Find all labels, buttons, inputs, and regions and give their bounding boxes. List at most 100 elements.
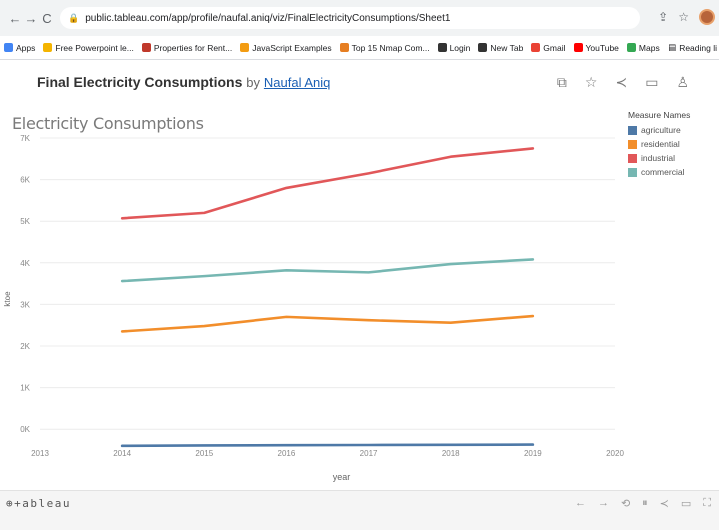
legend-swatch <box>628 125 637 135</box>
reading-list[interactable]: ▤ Reading li <box>668 42 717 53</box>
series-line-agriculture <box>120 443 535 448</box>
bookmark-item[interactable]: New Tab <box>478 43 523 53</box>
viz-actions: ⧉ ☆ ≺ ▭ ♙ <box>557 74 689 91</box>
bookmark-icon <box>141 43 151 52</box>
bookmark-label: Gmail <box>543 42 566 53</box>
browser-toolbar: ← → C 🔒 public.tableau.com/app/profile/n… <box>0 0 719 36</box>
redo-icon[interactable]: → <box>597 497 609 509</box>
y-tick-label: 0K <box>20 425 30 434</box>
bookmark-icon <box>43 43 53 52</box>
bookmark-label: New Tab <box>490 42 524 53</box>
star-icon[interactable]: ☆ <box>678 10 689 24</box>
reload-icon[interactable]: C <box>42 10 52 26</box>
x-axis-label: year <box>333 472 351 482</box>
viz-author-link[interactable]: Naufal Aniq <box>263 75 331 90</box>
x-tick-label: 2016 <box>278 449 296 458</box>
bookmark-item[interactable]: Apps <box>4 43 35 53</box>
bookmark-item[interactable]: Properties for Rent... <box>141 42 233 53</box>
fullscreen-icon[interactable]: ⛶ <box>703 497 711 509</box>
line-chart: 0K 1K 2K 3K 4K 5K 6K 7K 2013 2014 2015 2016 2017 2018… <box>3 134 624 482</box>
x-tick-label: 2013 <box>31 449 49 458</box>
revert-icon[interactable]: ⟲ <box>620 498 631 510</box>
series-line-commercial <box>120 258 535 283</box>
profile-avatar[interactable] <box>699 9 715 25</box>
bookmark-item[interactable]: JavaScript Examples <box>240 42 332 53</box>
bookmark-icon <box>626 43 636 52</box>
series-line-industrial <box>120 147 535 220</box>
legend-item-agriculture[interactable]: agriculture <box>628 125 716 135</box>
y-axis-label: ktoe <box>3 291 12 307</box>
bookmark-item[interactable]: Gmail <box>531 42 566 53</box>
y-tick-label: 1K <box>20 384 30 393</box>
legend-label: industrial <box>641 153 676 163</box>
favorite-star-icon[interactable]: ☆ <box>584 74 598 90</box>
url-text: public.tableau.com/app/profile/naufal.an… <box>85 12 451 24</box>
reading-list-label: Reading li <box>679 42 717 53</box>
legend-label: residential <box>641 139 680 149</box>
y-tick-label: 5K <box>20 217 30 226</box>
bookmark-label: Free Powerpoint le... <box>55 42 134 53</box>
bookmark-icon <box>339 43 349 52</box>
series-line-residential <box>120 314 535 333</box>
viz-footer-toolbar: ⊕+ableau ← → ⟲ ⏸ ≺ ▭ ⛶ <box>0 490 719 530</box>
pause-icon[interactable]: ⏸ <box>642 497 648 509</box>
bookmark-label: Maps <box>638 42 660 53</box>
legend-swatch <box>628 139 637 149</box>
bookmark-label: Top 15 Nmap Com... <box>351 42 430 53</box>
bookmark-label: YouTube <box>585 42 619 53</box>
bookmark-item[interactable]: Login <box>437 42 471 53</box>
y-tick-label: 7K <box>20 134 30 143</box>
x-tick-label: 2015 <box>195 449 213 458</box>
back-arrow-icon[interactable]: ← <box>8 10 22 26</box>
x-tick-label: 2020 <box>606 449 624 458</box>
lock-icon: 🔒 <box>68 12 80 23</box>
x-tick-label: 2018 <box>442 449 460 458</box>
footer-tools: ← → ⟲ ⏸ ≺ ▭ ⛶ <box>575 497 711 510</box>
forward-arrow-icon[interactable]: → <box>24 10 38 26</box>
x-tick-label: 2017 <box>360 449 378 458</box>
legend-swatch <box>628 153 637 163</box>
share-icon[interactable]: ≺ <box>659 498 669 510</box>
tableau-logo-text: +ableau <box>14 497 71 510</box>
chart-title: Electricity Consumptions <box>12 114 204 133</box>
bookmark-label: Apps <box>16 42 36 53</box>
comment-icon[interactable]: ▭ <box>680 498 692 510</box>
reading-list-icon: ▤ <box>668 42 677 52</box>
bookmark-item[interactable]: Maps <box>626 42 660 53</box>
bookmark-icon <box>531 43 541 52</box>
y-tick-label: 3K <box>20 300 30 309</box>
legend-item-industrial[interactable]: industrial <box>628 153 716 163</box>
bookmark-label: Login <box>449 42 471 53</box>
share-icon[interactable]: ≺ <box>615 74 628 90</box>
legend-swatch <box>628 167 637 177</box>
legend: Measure Names agriculture residential indu… <box>628 110 716 181</box>
legend-label: agriculture <box>641 125 681 135</box>
bookmark-label: JavaScript Examples <box>252 42 332 53</box>
comment-icon[interactable]: ▭ <box>645 74 659 90</box>
x-tick-label: 2014 <box>113 449 131 458</box>
bookmark-item[interactable]: Top 15 Nmap Com... <box>339 42 430 53</box>
legend-title: Measure Names <box>628 110 691 120</box>
viz-title-text: Final Electricity Consumptions <box>37 74 243 90</box>
legend-item-commercial[interactable]: commercial <box>628 167 716 177</box>
address-bar[interactable]: 🔒 public.tableau.com/app/profile/naufal.… <box>60 7 640 29</box>
tableau-logo: ⊕+ableau <box>6 497 71 510</box>
bookmark-icon <box>573 43 583 52</box>
share-icon[interactable]: ⇪ <box>658 10 669 24</box>
bookmark-label: Properties for Rent... <box>153 42 233 53</box>
viz-title: Final Electricity Consumptions by Naufal… <box>37 74 330 90</box>
bookmarks-bar: Apps Free Powerpoint le... Properties for … <box>0 36 719 60</box>
undo-icon[interactable]: ← <box>574 497 586 509</box>
bookmark-icon <box>240 43 250 52</box>
user-icon[interactable]: ♙ <box>676 74 689 90</box>
bookmark-item[interactable]: YouTube <box>573 42 619 53</box>
browser-actions: ⇪ ☆ <box>658 9 715 25</box>
bookmark-item[interactable]: Free Powerpoint le... <box>43 42 134 53</box>
viz-header: Final Electricity Consumptions by Naufal… <box>0 62 719 100</box>
bookmark-icon <box>437 43 447 52</box>
y-tick-label: 2K <box>20 342 30 351</box>
viz-by: by <box>246 75 260 90</box>
copy-icon[interactable]: ⧉ <box>556 74 567 90</box>
bookmark-icon <box>478 43 488 52</box>
legend-item-residential[interactable]: residential <box>628 139 716 149</box>
